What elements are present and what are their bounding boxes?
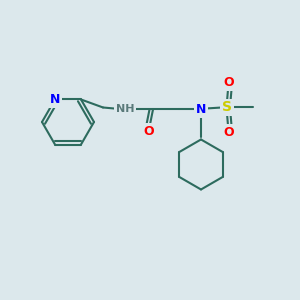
Text: O: O [144,125,154,138]
Text: O: O [224,76,234,89]
Text: N: N [196,103,206,116]
Text: O: O [224,126,234,139]
Text: N: N [50,93,60,106]
Text: NH: NH [116,104,134,115]
Text: S: S [222,100,232,115]
